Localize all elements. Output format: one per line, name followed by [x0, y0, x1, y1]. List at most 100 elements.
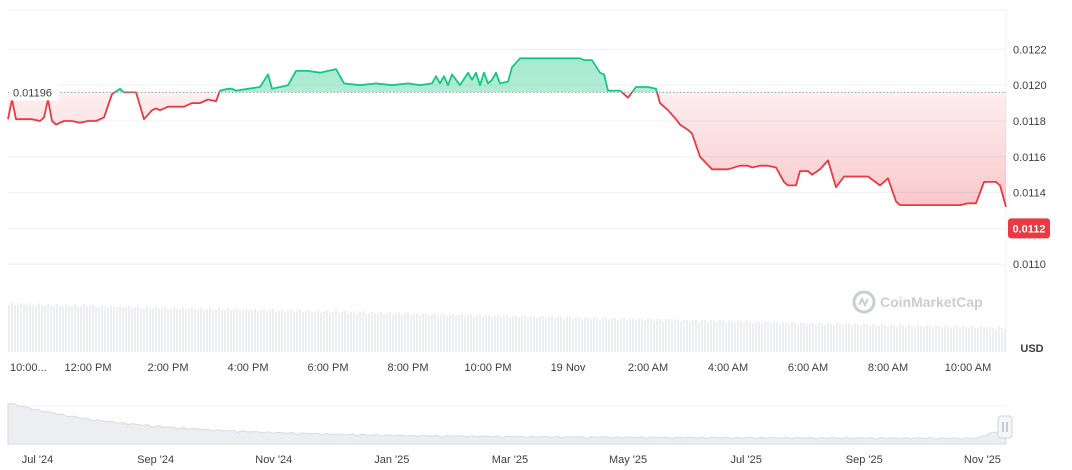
volume-bar [473, 316, 475, 352]
volume-bar [572, 318, 574, 352]
x-tick-label: 12:00 PM [64, 362, 111, 374]
volume-bar [377, 312, 379, 352]
volume-bar [305, 311, 307, 352]
x-tick-label: 4:00 PM [228, 362, 269, 374]
volume-bar [104, 306, 106, 352]
volume-bar [179, 308, 181, 352]
volume-bar [116, 307, 118, 352]
volume-bar [728, 320, 730, 352]
volume-bar [485, 315, 487, 352]
volume-bar [206, 309, 208, 352]
volume-bar [353, 311, 355, 352]
volume-bar [542, 316, 544, 352]
volume-bar [326, 310, 328, 352]
navigator-handle[interactable] [997, 415, 1013, 439]
range-navigator[interactable]: Jul '24 Sep '24 Nov '24 Jan '25 Mar '25 May '… [7, 402, 1013, 466]
volume-bar [809, 322, 811, 352]
volume-bar [629, 318, 631, 352]
volume-bar [494, 315, 496, 352]
volume-bar [275, 311, 277, 352]
volume-bar [671, 321, 673, 352]
navigator-tick-label: Nov '25 [964, 454, 1001, 466]
volume-bar [17, 304, 19, 352]
volume-bar [785, 322, 787, 352]
volume-bar [83, 304, 85, 352]
volume-bar [347, 313, 349, 352]
volume-bar [935, 325, 937, 352]
volume-bar [317, 310, 319, 352]
volume-bar [779, 323, 781, 352]
volume-bar [947, 326, 949, 352]
volume-bar [848, 324, 850, 352]
volume-bar [806, 324, 808, 352]
x-tick-label: 4:00 AM [708, 362, 748, 374]
volume-bar [536, 317, 538, 352]
volume-bar [428, 315, 430, 352]
navigator-tick-label: Jul '25 [730, 454, 761, 466]
volume-bar [755, 321, 757, 352]
x-tick-label: 6:00 AM [788, 362, 828, 374]
volume-bar [374, 313, 376, 352]
navigator-tick-label: Sep '25 [846, 454, 883, 466]
volume-bar [161, 308, 163, 352]
volume-bar [383, 314, 385, 352]
volume-bar [194, 309, 196, 352]
volume-bar [227, 308, 229, 352]
volume-bar [644, 320, 646, 352]
volume-bar [989, 326, 991, 352]
x-axis: 10:00... 12:00 PM 2:00 PM 4:00 PM 6:00 PM 8:0… [10, 362, 991, 374]
volume-bar [404, 313, 406, 352]
volume-bar [122, 307, 124, 352]
volume-bar [425, 313, 427, 352]
volume-bar [164, 306, 166, 352]
volume-bar [506, 315, 508, 352]
volume-bar [269, 310, 271, 352]
volume-bar [614, 317, 616, 352]
navigator-tick-label: Jul '24 [22, 454, 53, 466]
volume-bar [8, 304, 10, 352]
volume-bar [896, 326, 898, 352]
volume-bar [23, 304, 25, 352]
volume-bar [497, 314, 499, 352]
volume-bar [203, 309, 205, 352]
volume-bar [248, 310, 250, 352]
volume-bar [557, 316, 559, 352]
volume-bar [977, 328, 979, 352]
volume-bar [464, 316, 466, 352]
volume-bar [995, 328, 997, 352]
volume-bar [968, 328, 970, 352]
volume-bar [767, 321, 769, 352]
volume-bar [74, 304, 76, 352]
volume-bar [704, 320, 706, 352]
volume-bar [974, 327, 976, 352]
volume-bar [437, 315, 439, 352]
volume-bar [548, 316, 550, 352]
volume-bar [77, 306, 79, 352]
volume-bar [26, 305, 28, 352]
volume-bar [716, 322, 718, 352]
volume-bar [107, 306, 109, 352]
volume-bar [1004, 328, 1006, 352]
volume-bar [254, 308, 256, 352]
volume-bar [413, 313, 415, 352]
x-tick-label: 2:00 AM [628, 362, 668, 374]
volume-bar [605, 317, 607, 352]
volume-bar [173, 306, 175, 352]
volume-bar [725, 322, 727, 352]
volume-bar [599, 319, 601, 352]
volume-bar [50, 305, 52, 352]
x-tick-label: 8:00 AM [868, 362, 908, 374]
volume-bar [842, 325, 844, 352]
volume-bar [407, 312, 409, 352]
volume-bar [971, 326, 973, 352]
volume-bar [230, 310, 232, 352]
volume-bar [320, 312, 322, 352]
volume-bar [215, 309, 217, 352]
volume-bar [509, 317, 511, 352]
volume-bar [110, 305, 112, 352]
volume-bar [923, 327, 925, 352]
volume-bar [239, 310, 241, 352]
volume-bar [563, 318, 565, 352]
volume-bar [338, 312, 340, 352]
